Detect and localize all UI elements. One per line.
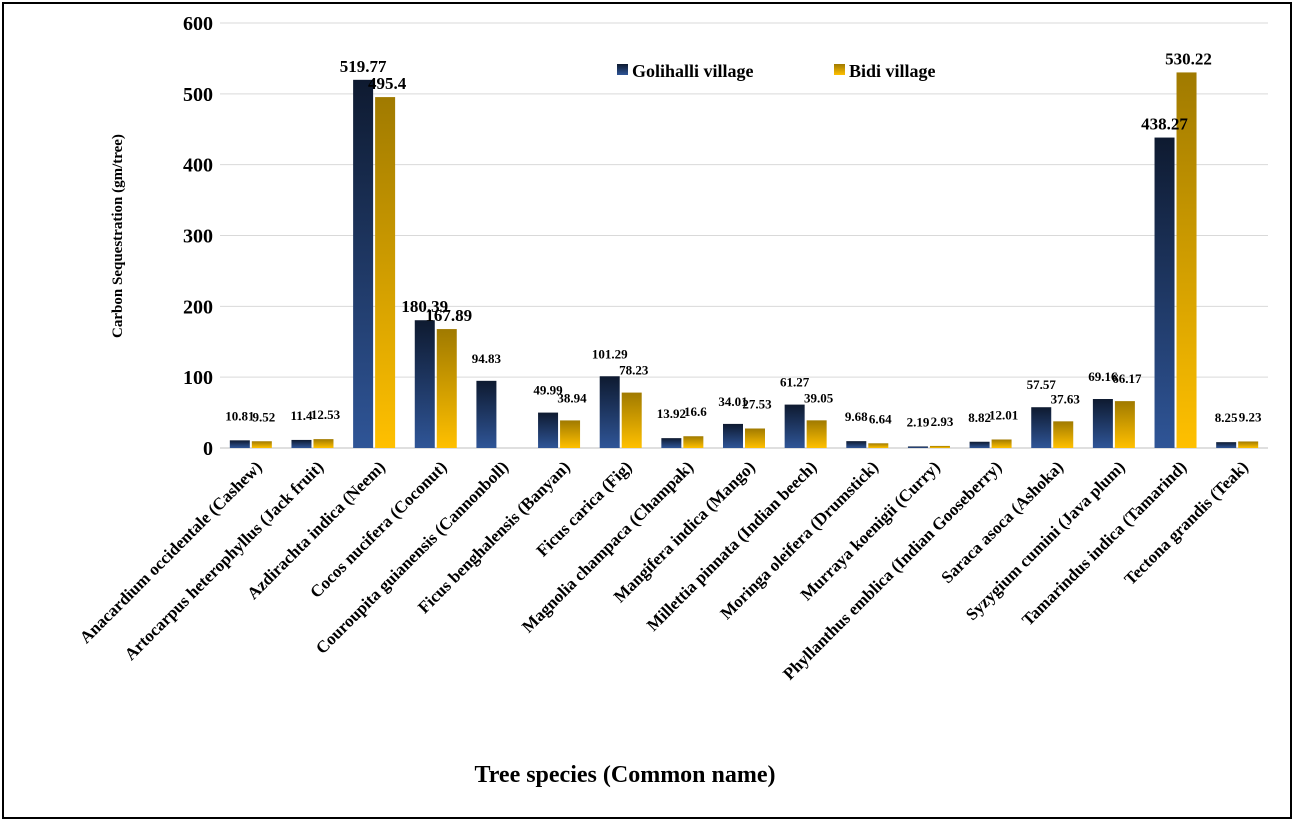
data-label-golihalli: 49.99 — [533, 383, 563, 398]
bar-bidi — [375, 97, 396, 448]
data-label-golihalli: 8.82 — [968, 410, 991, 425]
x-category-label: Saraca asoca (Ashoka) — [937, 457, 1067, 587]
legend-label-bidi: Bidi village — [849, 61, 936, 81]
data-label-bidi: 38.94 — [557, 390, 587, 405]
bar-bidi — [251, 441, 272, 448]
y-tick-label: 600 — [183, 13, 213, 35]
data-label-bidi: 6.64 — [869, 411, 892, 426]
bars — [229, 72, 1259, 449]
bar-bidi — [1053, 421, 1074, 448]
data-label-bidi: 2.93 — [931, 414, 954, 429]
bar-golihalli — [414, 320, 435, 448]
x-axis-title: Tree species (Common name) — [474, 762, 775, 788]
data-label-golihalli: 57.57 — [1027, 377, 1057, 392]
data-label-golihalli: 519.77 — [340, 57, 387, 76]
bar-golihalli — [1092, 399, 1113, 448]
data-label-golihalli: 13.92 — [657, 406, 686, 421]
bar-bidi — [868, 443, 889, 448]
y-tick-label: 200 — [183, 296, 213, 318]
bar-golihalli — [969, 441, 990, 448]
legend-label-golihalli: Golihalli village — [632, 61, 754, 81]
bar-golihalli — [907, 446, 928, 448]
data-label-bidi: 66.17 — [1112, 371, 1142, 386]
bar-golihalli — [599, 376, 620, 448]
bar-golihalli — [1154, 137, 1175, 448]
bar-golihalli — [723, 423, 743, 448]
bar-bidi — [621, 392, 642, 448]
bar-golihalli — [353, 79, 374, 448]
data-label-bidi: 495.4 — [368, 74, 407, 93]
bar-golihalli — [229, 440, 250, 448]
x-category-label: Tectona grandis (Teak) — [1121, 457, 1252, 588]
data-label-bidi: 27.53 — [742, 396, 772, 411]
data-label-bidi: 9.52 — [252, 409, 275, 424]
bar-golihalli — [291, 439, 312, 448]
legend-swatch-golihalli — [617, 64, 628, 75]
data-label-golihalli: 438.27 — [1141, 115, 1188, 134]
data-label-golihalli: 10.81 — [225, 408, 254, 423]
data-label-golihalli: 101.29 — [592, 346, 628, 361]
bar-golihalli — [476, 380, 497, 448]
y-axis-title: Carbon Sequestration (gm/tree) — [110, 134, 126, 338]
x-category-label: Phyllanthus emblica (Indian Gooseberry) — [779, 457, 1005, 683]
data-label-golihalli: 2.19 — [907, 414, 930, 429]
data-label-bidi: 9.23 — [1239, 409, 1262, 424]
data-label-golihalli: 8.25 — [1215, 410, 1238, 425]
data-label-golihalli: 34.01 — [718, 394, 747, 409]
data-label-bidi: 78.23 — [619, 363, 649, 378]
data-label-bidi: 12.01 — [989, 407, 1018, 422]
bar-golihalli — [1031, 407, 1052, 448]
bar-bidi — [683, 436, 704, 448]
data-label-bidi: 12.53 — [311, 407, 341, 422]
y-tick-label: 500 — [183, 84, 213, 106]
y-tick-label: 400 — [183, 155, 213, 177]
legend: Golihalli village Bidi village — [617, 61, 936, 81]
bar-bidi — [313, 439, 334, 448]
data-label-golihalli: 11.4 — [290, 408, 313, 423]
y-tick-label: 300 — [183, 226, 213, 248]
bar-golihalli — [661, 438, 682, 448]
data-label-golihalli: 180.39 — [401, 297, 448, 316]
data-label-golihalli: 94.83 — [472, 351, 502, 366]
bar-golihalli — [846, 441, 867, 448]
data-label-bidi: 39.05 — [804, 390, 834, 405]
bar-golihalli — [1216, 442, 1237, 448]
y-tick-label: 100 — [183, 367, 213, 389]
data-label-bidi: 167.89 — [425, 306, 472, 325]
x-axis-categories: Anacardium occidentale (Cashew)Artocarpu… — [76, 457, 1252, 683]
bar-bidi — [991, 439, 1012, 448]
data-label-golihalli: 61.27 — [780, 375, 810, 390]
data-label-bidi: 530.22 — [1165, 49, 1212, 68]
bar-golihalli — [538, 412, 559, 448]
bar-bidi — [929, 445, 950, 448]
bar-bidi — [745, 428, 765, 448]
data-label-golihalli: 9.68 — [845, 409, 868, 424]
bar-bidi — [1238, 441, 1259, 448]
y-tick-label: 0 — [203, 438, 213, 460]
y-axis-ticks: 0 100 200 300 400 500 600 — [183, 13, 213, 460]
data-label-golihalli: 69.16 — [1088, 369, 1118, 384]
data-label-bidi: 37.63 — [1051, 391, 1081, 406]
data-label-bidi: 16.6 — [684, 404, 707, 419]
bar-bidi — [1114, 401, 1135, 448]
bar-bidi — [436, 329, 457, 448]
bar-bidi — [1176, 72, 1197, 449]
bar-golihalli — [784, 404, 805, 448]
bar-bidi — [806, 420, 827, 448]
legend-swatch-bidi — [834, 64, 845, 75]
bar-bidi — [560, 420, 581, 448]
